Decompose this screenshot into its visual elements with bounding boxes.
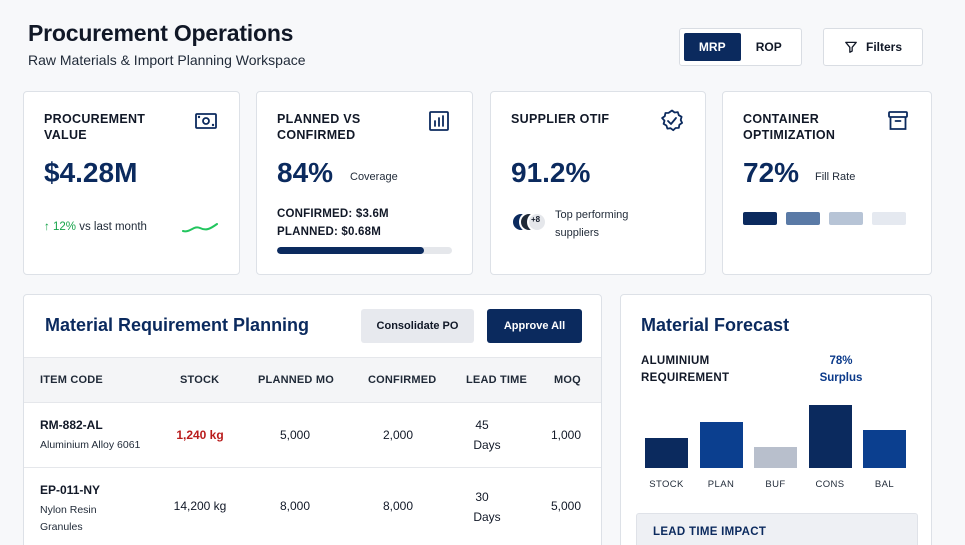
column-header[interactable]: CONFIRMED <box>368 374 437 386</box>
kpi-title: PROCUREMENT VALUE <box>44 112 146 142</box>
column-header[interactable]: PLANNED MO <box>258 374 334 386</box>
chart-bar <box>645 438 688 468</box>
moq-value: 5,000 <box>550 499 582 513</box>
rop-mode-button[interactable]: ROP <box>755 40 782 54</box>
lead-time-impact-title: LEAD TIME IMPACT <box>653 526 767 538</box>
chart-bar <box>863 430 906 468</box>
item-description: Aluminium Alloy 6061 <box>40 439 141 451</box>
fill-rate-segments <box>743 212 906 225</box>
item-code: RM-882-AL <box>40 418 103 432</box>
trend-percent: 12% <box>52 221 76 233</box>
chart-bar <box>699 422 743 468</box>
table-header: ITEM CODE STOCK PLANNED MO CONFIRMED LEA… <box>24 357 601 403</box>
kpi-value: 72% <box>743 157 800 188</box>
column-header[interactable]: MOQ <box>554 374 581 386</box>
surplus-indicator: 78% Surplus <box>816 353 866 387</box>
kpi-unit: Fill Rate <box>815 171 856 183</box>
item-code: EP-011-NY <box>40 483 101 497</box>
top-suppliers-note: Top performing suppliers <box>555 209 629 239</box>
stock-value: 14,200 kg <box>173 499 227 513</box>
forecast-title: Material Forecast <box>641 315 790 335</box>
supplier-avatars: +8 <box>511 212 551 234</box>
trend-up-icon: ↑ <box>44 221 50 233</box>
fill-segment <box>872 212 906 225</box>
lead-time-unit: Days <box>473 510 501 524</box>
kpi-title: SUPPLIER OTIF <box>511 112 610 126</box>
page-title: Procurement Operations <box>28 20 294 46</box>
confirmed-amount: CONFIRMED: $3.6M <box>277 208 389 220</box>
coverage-progress-fill <box>277 247 424 254</box>
kpi-unit: Coverage <box>350 171 398 183</box>
stock-value: 1,240 kg <box>176 428 224 442</box>
fill-segment <box>786 212 820 225</box>
approve-all-button[interactable]: Approve All <box>487 309 582 343</box>
mrp-mode-button[interactable]: MRP <box>684 33 741 61</box>
kpi-title: CONTAINER OPTIMIZATION <box>743 112 836 142</box>
kpi-value: 91.2% <box>511 157 591 188</box>
column-header[interactable]: STOCK <box>180 374 220 386</box>
surplus-label: Surplus <box>819 372 863 384</box>
confirmed-value: 2,000 <box>382 428 414 442</box>
planning-mode-toggle: MRP ROP <box>679 28 802 66</box>
chart-category-label: PLAN <box>707 479 735 490</box>
fill-segment <box>743 212 777 225</box>
avatar <box>527 212 547 232</box>
kpi-container-optimization-card: CONTAINER OPTIMIZATION 72% Fill Rate <box>722 91 932 275</box>
material-forecast-panel: Material Forecast ALUMINIUM REQUIREMENT … <box>620 294 932 545</box>
forecast-bar-chart: STOCK PLAN BUF CONS BAL <box>621 295 931 505</box>
kpi-planned-vs-confirmed-card: PLANNED VS CONFIRMED 84% Coverage CONFIR… <box>256 91 473 275</box>
consolidate-po-button[interactable]: Consolidate PO <box>361 309 474 343</box>
table-row[interactable]: RM-882-AL Aluminium Alloy 6061 1,240 kg … <box>24 403 601 468</box>
planned-value: 5,000 <box>279 428 311 442</box>
bar-chart-icon <box>429 111 449 131</box>
surplus-value: 78% <box>829 355 853 367</box>
kpi-value: $4.28M <box>44 157 138 188</box>
chart-category-label: STOCK <box>649 479 684 490</box>
kpi-supplier-otif-card: SUPPLIER OTIF 91.2% +8 Top performing su… <box>490 91 706 275</box>
kpi-title: PLANNED VS CONFIRMED <box>277 112 361 142</box>
kpi-value: 84% <box>277 157 334 188</box>
fill-segment <box>829 212 863 225</box>
chart-category-label: BAL <box>874 479 895 490</box>
archive-icon <box>888 111 908 130</box>
mrp-panel: Material Requirement Planning Consolidat… <box>23 294 602 545</box>
lead-time-value: 30 <box>475 490 489 504</box>
banknote-icon <box>195 113 217 129</box>
column-header[interactable]: ITEM CODE <box>40 374 103 386</box>
coverage-progress-bar <box>277 247 452 254</box>
chart-category-label: CONS <box>815 479 845 490</box>
requirement-label: ALUMINIUM REQUIREMENT <box>641 355 730 384</box>
trend-indicator: ↑ 12% vs last month <box>44 221 147 233</box>
sparkline-icon <box>182 223 218 233</box>
lead-time-impact-panel: LEAD TIME IMPACT <box>636 513 918 545</box>
chart-category-label: BUF <box>765 479 786 490</box>
moq-value: 1,000 <box>550 428 582 442</box>
table-row[interactable]: EP-011-NY Nylon Resin Granules 14,200 kg… <box>24 468 601 545</box>
badge-check-icon <box>661 109 683 132</box>
filters-button[interactable]: Filters <box>823 28 923 66</box>
avatars-more-count: +8 <box>531 215 541 224</box>
item-description: Nylon Resin Granules <box>40 504 97 533</box>
filter-icon <box>845 41 857 53</box>
mrp-title: Material Requirement Planning <box>45 315 310 335</box>
lead-time-value: 45 <box>475 418 489 432</box>
trend-suffix: vs last month <box>79 221 147 233</box>
column-header[interactable]: LEAD TIME <box>466 374 528 386</box>
kpi-procurement-value-card: PROCUREMENT VALUE $4.28M ↑ 12% vs last m… <box>23 91 240 275</box>
confirmed-value: 8,000 <box>382 499 414 513</box>
filters-label: Filters <box>865 40 902 54</box>
page-subtitle: Raw Materials & Import Planning Workspac… <box>28 52 306 68</box>
planned-amount: PLANNED: $0.68M <box>277 226 381 238</box>
chart-bar <box>754 447 797 468</box>
lead-time-unit: Days <box>473 438 501 452</box>
chart-bar <box>808 405 852 468</box>
planned-value: 8,000 <box>279 499 311 513</box>
chart-plot-area <box>621 405 931 468</box>
